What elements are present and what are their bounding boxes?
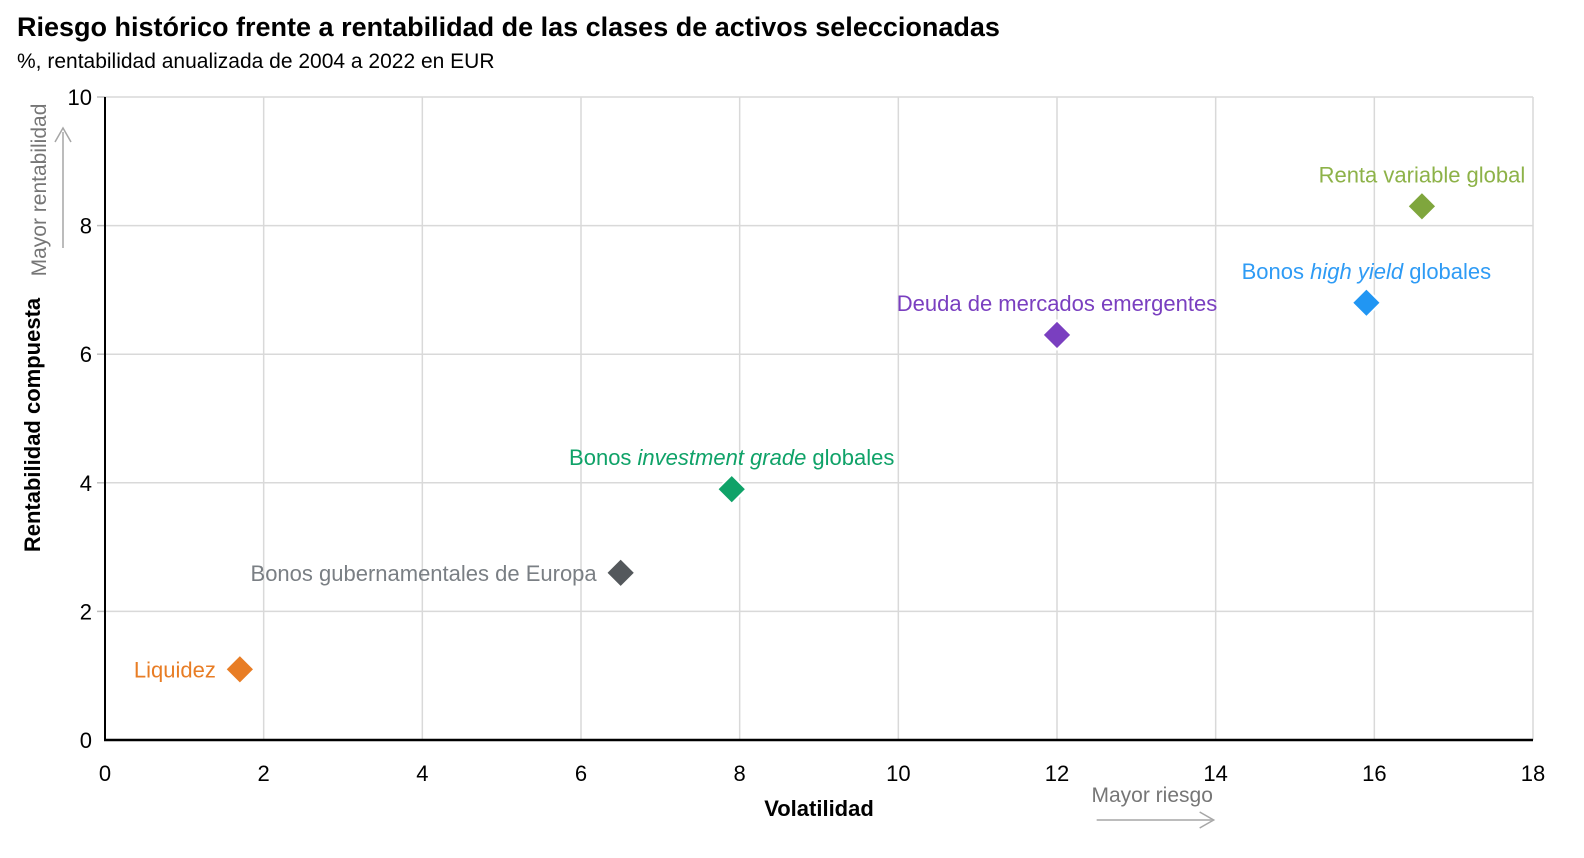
data-point-label: Renta variable global <box>1319 162 1526 187</box>
data-point-marker <box>1350 286 1383 319</box>
x-tick-label: 4 <box>416 761 428 786</box>
data-point-label: Deuda de mercados emergentes <box>897 291 1217 316</box>
data-point-label: Bonos gubernamentales de Europa <box>251 561 598 586</box>
data-point-marker <box>604 556 637 589</box>
data-point-label-part: Bonos gubernamentales de Europa <box>251 561 598 586</box>
chart-subtitle: %, rentabilidad anualizada de 2004 a 202… <box>17 50 495 73</box>
data-point-marker <box>715 473 748 506</box>
data-point-marker <box>1041 318 1073 351</box>
y-tick-label: 8 <box>80 214 92 239</box>
x-tick-label: 16 <box>1362 761 1386 786</box>
data-point-label: Liquidez <box>134 657 216 682</box>
x-tick-label: 6 <box>575 761 587 786</box>
x-tick-label: 12 <box>1045 761 1069 786</box>
y-tick-label: 2 <box>80 599 92 624</box>
data-point-label-part: globales <box>806 445 894 470</box>
x-tick-label: 14 <box>1203 761 1227 786</box>
data-point-label: Bonos investment grade globales <box>569 445 894 470</box>
data-point-label-part: Deuda de mercados emergentes <box>897 291 1217 316</box>
right-arrow-head-icon <box>1199 811 1216 829</box>
data-point-label-part: investment grade <box>638 445 807 470</box>
data-point-label-part: globales <box>1403 259 1491 284</box>
y-tick-label: 0 <box>80 728 92 753</box>
chart-title: Riesgo histórico frente a rentabilidad d… <box>17 12 1000 42</box>
x-tick-label: 10 <box>886 761 910 786</box>
x-tick-label: 0 <box>99 761 111 786</box>
data-point-label-part: Liquidez <box>134 657 216 682</box>
data-point-label-part: Renta variable global <box>1319 162 1526 187</box>
x-tick-label: 8 <box>734 761 746 786</box>
y-tick-label: 4 <box>80 471 92 496</box>
y-tick-label: 6 <box>80 342 92 367</box>
data-point-label: Bonos high yield globales <box>1242 259 1492 284</box>
x-tick-label: 2 <box>258 761 270 786</box>
x-tick-label: 18 <box>1521 761 1545 786</box>
y-tick-label: 10 <box>68 85 92 110</box>
up-arrow-head-icon <box>54 126 72 143</box>
data-point-label-part: high yield <box>1310 259 1404 284</box>
y-axis-title: Rentabilidad compuesta <box>20 297 45 552</box>
data-point-label-part: Bonos <box>569 445 638 470</box>
data-point-marker <box>1406 190 1438 223</box>
data-point-marker <box>223 653 256 686</box>
data-point-label-part: Bonos <box>1242 259 1311 284</box>
x-annotation-more-risk: Mayor riesgo <box>1092 784 1213 807</box>
x-axis-title: Volatilidad <box>764 796 874 821</box>
y-annotation-more-return: Mayor rentabilidad <box>28 104 51 277</box>
